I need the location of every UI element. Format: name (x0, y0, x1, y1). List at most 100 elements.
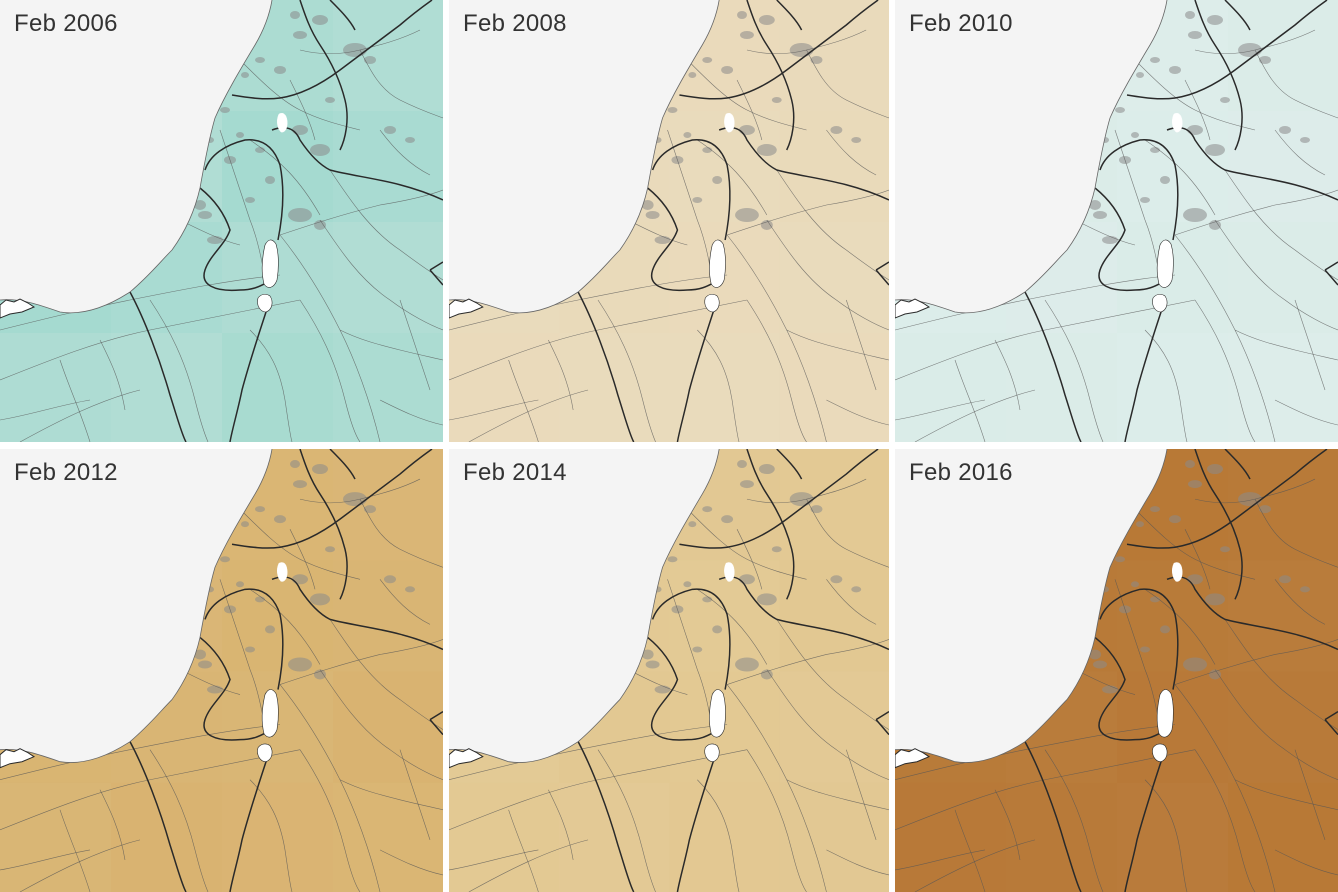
road-line (449, 274, 728, 331)
field-cell (1228, 333, 1338, 442)
urban-area (288, 657, 312, 672)
border-line (1194, 449, 1243, 600)
dead-sea-south (257, 293, 273, 313)
field-cell (333, 222, 443, 333)
urban-area (405, 137, 415, 143)
urban-area (1169, 515, 1181, 524)
road-line (806, 498, 889, 568)
urban-area (364, 505, 376, 514)
map-svg (895, 0, 1338, 442)
field-cell (779, 671, 889, 783)
urban-area (245, 197, 255, 203)
urban-area (236, 581, 244, 588)
urban-area (645, 211, 660, 219)
urban-area (1187, 574, 1203, 585)
road-line (597, 299, 656, 442)
road-line (319, 669, 443, 781)
coastline (895, 0, 1168, 314)
field-cell (1117, 782, 1228, 892)
border-line (1094, 636, 1164, 741)
border-line (718, 127, 889, 201)
road-line (99, 789, 126, 860)
road-line (895, 724, 1176, 781)
urban-area (405, 586, 415, 593)
panel-title: Feb 2016 (909, 459, 1013, 486)
urban-area (739, 125, 755, 135)
urban-area (194, 200, 206, 210)
road-line (1274, 579, 1326, 625)
road-line (99, 339, 126, 411)
urban-area (364, 56, 376, 64)
urban-area (384, 575, 396, 584)
urban-area (384, 126, 396, 134)
urban-area (1102, 685, 1118, 694)
urban-area (194, 649, 206, 660)
urban-area (737, 11, 747, 19)
urban-area (1089, 649, 1101, 660)
road-line (1144, 779, 1188, 892)
road-line (687, 59, 807, 131)
urban-area (220, 107, 230, 113)
urban-area (702, 147, 713, 153)
urban-area (851, 137, 862, 143)
road-line (279, 684, 381, 892)
road-line (1274, 849, 1338, 876)
urban-area (641, 200, 654, 210)
border-line (647, 636, 716, 741)
road-line (1174, 639, 1338, 685)
road-line (895, 399, 986, 421)
road-line (667, 129, 713, 281)
urban-area (1136, 72, 1144, 78)
road-line (0, 724, 281, 781)
road-line (1114, 129, 1161, 281)
urban-area (683, 132, 692, 138)
urban-area (1136, 521, 1144, 528)
border-line (1324, 261, 1338, 286)
border-line (229, 299, 271, 442)
road-line (727, 189, 889, 236)
dead-sea-north (709, 689, 726, 738)
border-line (429, 710, 443, 736)
border-line (718, 576, 889, 651)
road-line (319, 219, 443, 331)
road-line (826, 849, 889, 876)
urban-area (692, 197, 703, 203)
urban-area (1220, 546, 1230, 553)
road-line (1044, 299, 1104, 442)
road-line (289, 529, 316, 590)
road-line (746, 749, 807, 892)
road-line (1114, 579, 1161, 730)
coastal-lagoon (895, 298, 931, 319)
sea-of-galilee (277, 562, 288, 582)
border-line (776, 449, 803, 480)
coastal-lagoon (449, 298, 484, 319)
urban-area (810, 505, 823, 514)
urban-area (1160, 625, 1170, 634)
road-line (895, 749, 1196, 831)
road-line (1144, 329, 1188, 442)
urban-area (220, 556, 230, 563)
road-line (399, 299, 431, 391)
road-line (449, 724, 728, 781)
road-line (846, 749, 877, 840)
road-line (249, 139, 321, 216)
border-line (679, 449, 879, 549)
road-line (339, 329, 443, 361)
urban-area (1209, 669, 1221, 680)
urban-area (1259, 56, 1271, 64)
road-line (954, 809, 986, 892)
urban-area (721, 515, 734, 524)
border-line (1194, 0, 1243, 151)
field-cell (1228, 222, 1338, 333)
road-line (239, 508, 361, 580)
road-line (766, 669, 889, 781)
road-line (548, 789, 574, 860)
urban-area (830, 575, 843, 584)
urban-area (1205, 144, 1225, 156)
urban-area (712, 625, 723, 634)
urban-area (1205, 593, 1225, 606)
border-line (1324, 710, 1338, 736)
road-line (548, 339, 574, 411)
road-line (994, 789, 1021, 860)
urban-area (198, 660, 212, 669)
